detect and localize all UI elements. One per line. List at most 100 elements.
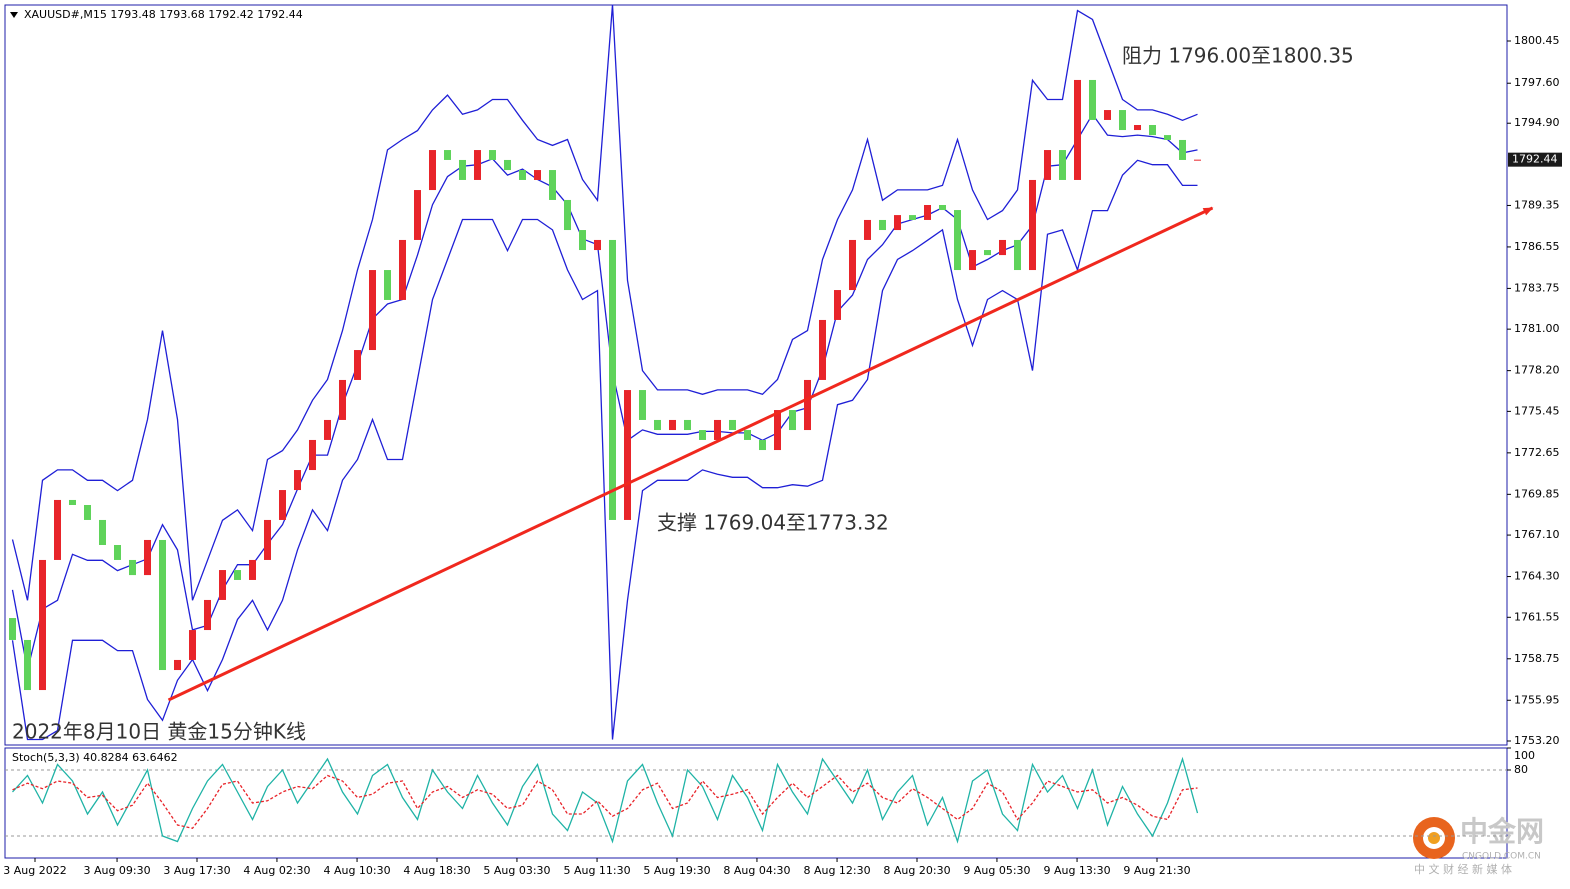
candle <box>69 499 76 505</box>
y-tick-label: 1764.30 <box>1514 570 1560 583</box>
candle <box>84 505 91 520</box>
trend-arrow <box>167 206 1214 702</box>
annotation: 支撑 1769.04至1773.32 <box>657 511 889 535</box>
y-tick-label: 1758.75 <box>1514 652 1560 665</box>
x-tick-label: 5 Aug 03:30 <box>483 864 550 877</box>
candle <box>1104 110 1111 120</box>
candle <box>834 290 841 320</box>
candle <box>294 470 301 491</box>
y-tick-label: 1786.55 <box>1514 240 1560 253</box>
annotation: 阻力 1796.00至1800.35 <box>1122 44 1354 68</box>
y-tick-label: 1778.20 <box>1514 364 1560 377</box>
candle <box>804 379 811 431</box>
x-tick-label: 3 Aug 2022 <box>3 864 66 877</box>
candle <box>939 205 946 211</box>
x-tick-label: 8 Aug 12:30 <box>803 864 870 877</box>
last-price-box <box>1508 152 1562 167</box>
x-tick-label: 4 Aug 02:30 <box>243 864 310 877</box>
stoch-title: Stoch(5,3,3) 40.8284 63.6462 <box>12 751 178 764</box>
x-tick-label: 3 Aug 09:30 <box>83 864 150 877</box>
watermark-name: 中金网 <box>1460 815 1544 848</box>
stoch-main <box>12 756 1199 844</box>
y-tick-label: 1755.95 <box>1514 693 1560 706</box>
annotation: 2022年8月10日 黄金15分钟K线 <box>12 720 306 744</box>
candle <box>549 170 556 200</box>
candle <box>534 170 541 180</box>
candle <box>984 250 991 256</box>
candle <box>9 618 16 640</box>
candle <box>24 639 31 691</box>
candle <box>894 215 901 231</box>
candle <box>414 190 421 240</box>
x-tick-label: 4 Aug 10:30 <box>323 864 390 877</box>
candle <box>489 150 496 160</box>
candle <box>1119 110 1126 131</box>
x-tick-label: 9 Aug 05:30 <box>963 864 1030 877</box>
candle <box>114 545 121 560</box>
watermark-domain: CNGOLD.COM.CN <box>1462 852 1541 862</box>
candle <box>864 219 871 240</box>
bollinger-upper <box>11 4 1198 601</box>
candle <box>1029 179 1036 271</box>
y-tick-label: 1753.20 <box>1514 734 1560 747</box>
candle <box>924 205 931 220</box>
x-tick-label: 9 Aug 13:30 <box>1043 864 1110 877</box>
candle <box>594 239 601 251</box>
candle <box>729 419 736 431</box>
y-tick-label: 1772.65 <box>1514 446 1560 459</box>
candle <box>654 419 661 431</box>
candle <box>459 159 466 180</box>
x-tick-label: 4 Aug 18:30 <box>403 864 470 877</box>
last-price-label: 1792.44 <box>1512 153 1558 166</box>
x-tick-label: 5 Aug 11:30 <box>563 864 630 877</box>
candle <box>969 250 976 271</box>
y-tick-label: 1775.45 <box>1514 404 1560 417</box>
candle <box>279 490 286 520</box>
candle <box>324 419 331 440</box>
candle <box>249 559 256 580</box>
candle <box>399 239 406 300</box>
candle <box>1149 125 1156 136</box>
candle <box>444 150 451 160</box>
y-tick-label: 1769.85 <box>1514 487 1560 500</box>
x-tick-label: 5 Aug 19:30 <box>643 864 710 877</box>
candle <box>1059 150 1066 180</box>
y-tick-label: 80 <box>1514 763 1528 776</box>
candle <box>1179 139 1186 160</box>
candle <box>504 159 511 171</box>
x-tick-label: 8 Aug 04:30 <box>723 864 790 877</box>
candle <box>714 419 721 440</box>
candle <box>429 150 436 191</box>
y-tick-label: 1767.10 <box>1514 528 1560 541</box>
candle <box>819 319 826 380</box>
watermark: 中金网 CNGOLD.COM.CN 中 文 财 经 新 媒 体 <box>1413 815 1544 876</box>
candle <box>624 390 631 520</box>
stoch-panel-frame <box>4 747 1508 859</box>
candle <box>999 239 1006 256</box>
candle <box>789 410 796 431</box>
candle <box>849 239 856 291</box>
candle <box>639 390 646 420</box>
candle <box>954 210 961 271</box>
candle <box>684 419 691 431</box>
y-tick-label: 1789.35 <box>1514 198 1560 211</box>
stoch-signal <box>12 774 1198 830</box>
candle <box>1164 135 1171 140</box>
y-tick-label: 1781.00 <box>1514 322 1560 335</box>
candle <box>1074 79 1081 180</box>
candle <box>579 230 586 251</box>
chart-title: XAUUSD#,M15 1793.48 1793.68 1792.42 1792… <box>24 8 303 21</box>
x-tick-label: 3 Aug 17:30 <box>163 864 230 877</box>
x-tick-label: 9 Aug 21:30 <box>1123 864 1190 877</box>
candle <box>699 430 706 440</box>
candle <box>1194 159 1201 161</box>
watermark-slogan: 中 文 财 经 新 媒 体 <box>1414 862 1512 876</box>
y-tick-label: 100 <box>1514 749 1535 762</box>
candle <box>159 539 166 671</box>
candle <box>204 599 211 631</box>
candle <box>1044 150 1051 180</box>
candle <box>99 519 106 545</box>
candle <box>474 150 481 180</box>
